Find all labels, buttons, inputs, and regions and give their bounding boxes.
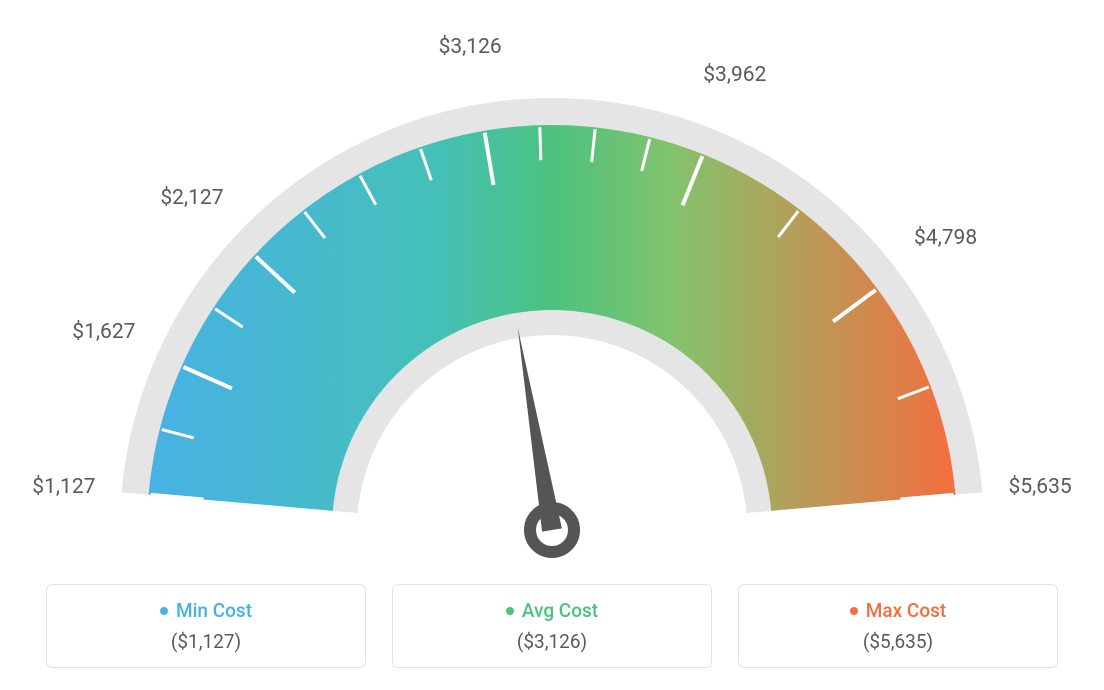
legend-max: Max Cost ($5,635) [738,584,1058,668]
legend-avg-title: Avg Cost [506,599,598,622]
gauge-chart [0,0,1104,560]
legend-max-title-text: Max Cost [866,599,946,622]
tick-label: $4,798 [914,226,977,250]
legend-max-title: Max Cost [850,599,946,622]
legend-avg-title-text: Avg Cost [522,599,598,622]
legend: Min Cost ($1,127) Avg Cost ($3,126) Max … [0,584,1104,668]
tick-label: $1,627 [72,320,135,344]
legend-min-title: Min Cost [160,599,252,622]
legend-min-title-text: Min Cost [176,599,252,622]
legend-max-value: ($5,635) [863,630,933,653]
tick-label: $2,127 [160,186,223,210]
tick-label: $3,962 [703,63,766,87]
legend-avg-value: ($3,126) [517,630,587,653]
legend-min-dot [160,607,168,615]
tick-label: $1,127 [32,475,95,499]
tick-label: $3,126 [439,35,502,59]
legend-min-value: ($1,127) [171,630,241,653]
legend-min: Min Cost ($1,127) [46,584,366,668]
legend-avg: Avg Cost ($3,126) [392,584,712,668]
tick-label: $5,635 [1009,475,1072,499]
legend-avg-dot [506,607,514,615]
legend-max-dot [850,607,858,615]
gauge-container: $1,127 $1,627 $2,127 $3,126 $3,962 $4,798 $5,6… [0,0,1104,560]
